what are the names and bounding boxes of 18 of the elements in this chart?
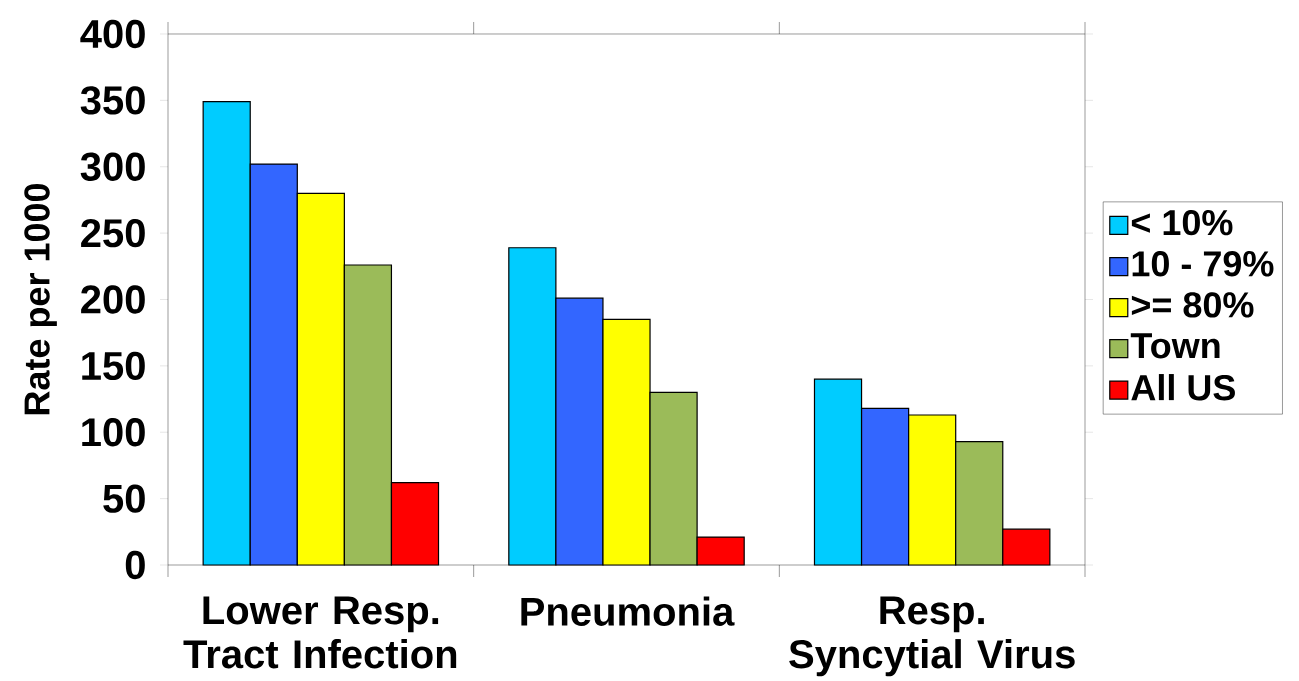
y-tick-label: 400 <box>80 19 145 49</box>
legend-label: >= 80% <box>1131 292 1254 318</box>
y-tick-label: 0 <box>125 550 145 580</box>
legend-label: < 10% <box>1131 209 1233 236</box>
x-tick-label: Pneumonia <box>521 596 735 626</box>
y-axis-title: Rate per 1000 <box>24 183 57 415</box>
y-tick-label: 350 <box>80 86 145 115</box>
legend-label: Town <box>1130 333 1220 359</box>
y-tick-label: 50 <box>103 484 145 513</box>
legend-label: 10 - 79% <box>1132 251 1274 277</box>
y-tick-label: 150 <box>82 351 145 381</box>
y-tick-label: 250 <box>81 218 145 248</box>
x-tick-label: Resp. Syncytial Virus <box>789 596 1075 677</box>
y-tick-label: 200 <box>81 285 145 314</box>
x-tick-label: Lower Resp. Tract Infection <box>183 596 457 669</box>
legend-label: All US <box>1131 374 1235 401</box>
y-tick-label: 100 <box>82 418 145 447</box>
y-tick-label: 300 <box>80 152 145 181</box>
